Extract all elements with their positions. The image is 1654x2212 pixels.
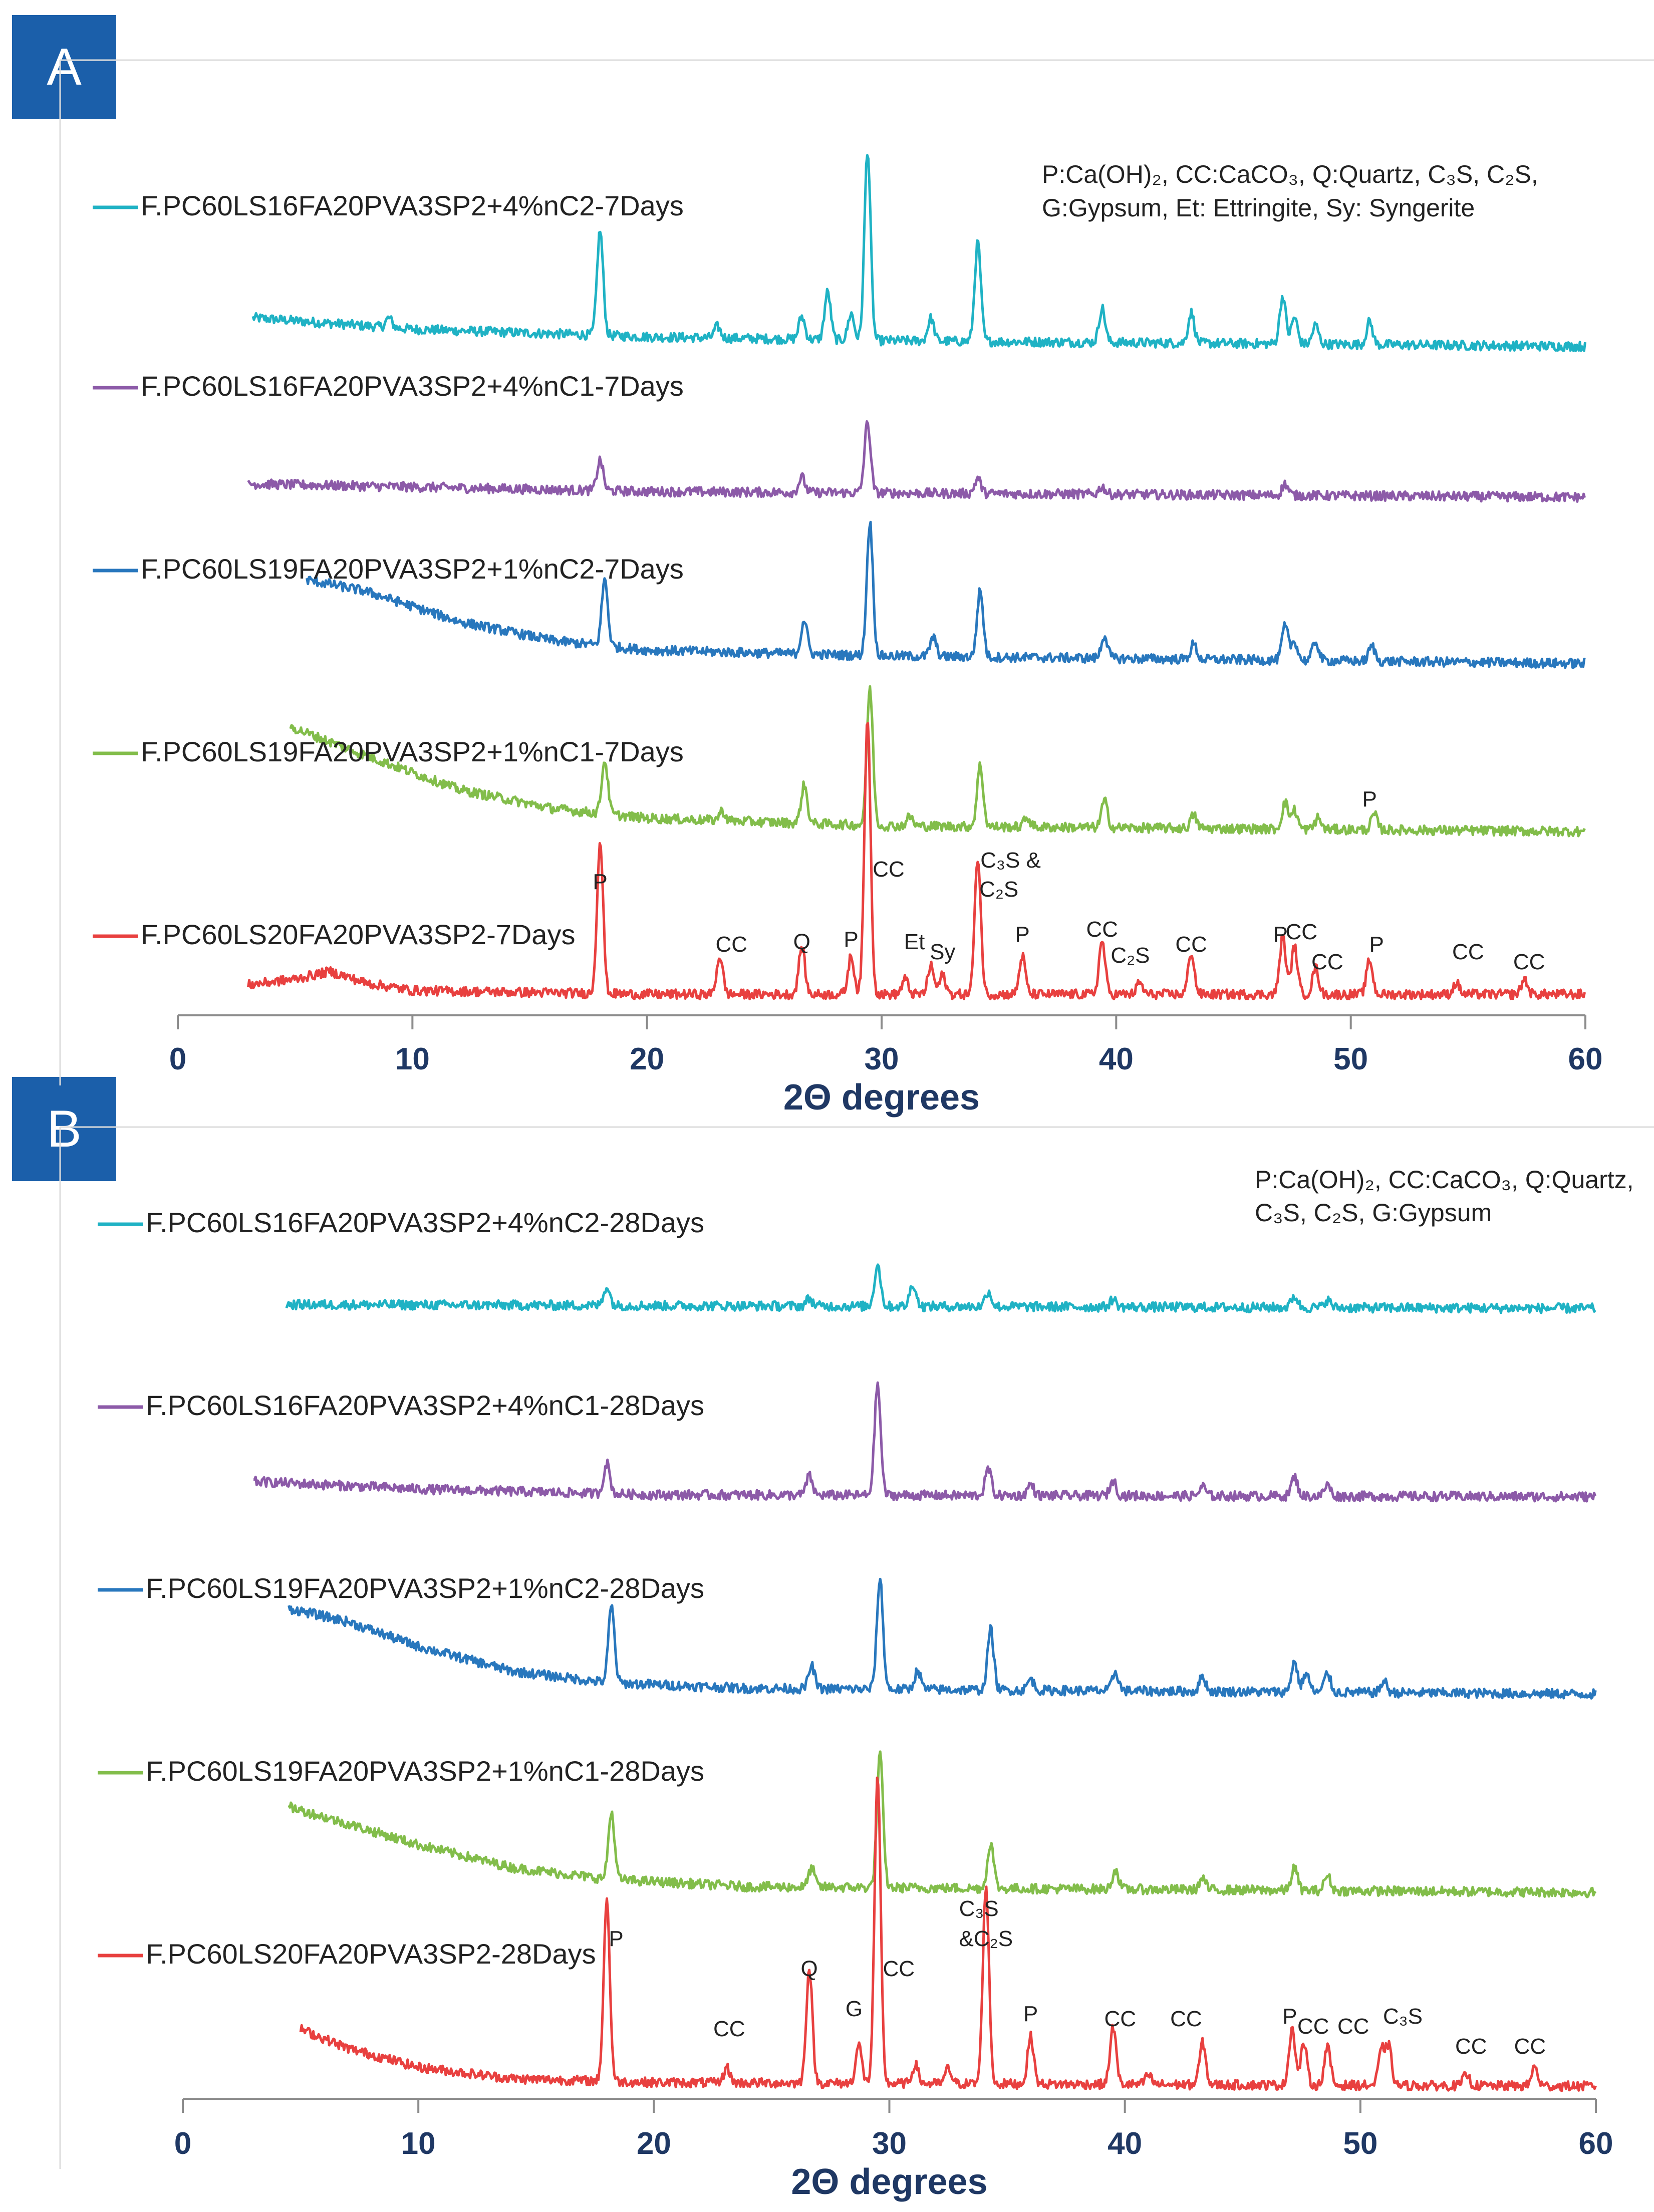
x-tick-label: 20: [630, 1042, 664, 1076]
peak-annotation: P: [1369, 932, 1384, 957]
peak-annotation: CC: [873, 857, 905, 882]
peak-annotation: CC: [883, 1957, 915, 1981]
peak-annotation: C₃S: [959, 1896, 999, 1921]
peak-annotation: G: [846, 1997, 863, 2021]
panel-a: 0 10 20 30 40 50 60 2Θ degrees P:Ca(OH)₂, CC:CaC…: [59, 59, 1654, 1118]
series-trace: [285, 1263, 1596, 1314]
peak-annotation: CC: [1452, 940, 1484, 964]
peak-annotation: CC: [1286, 920, 1318, 944]
x-tick-label: 50: [1343, 2126, 1377, 2161]
x-tick-label: 30: [865, 1042, 899, 1076]
phase-key-note: C₃S, C₂S, G:Gypsum: [1255, 1199, 1492, 1227]
peak-annotation: CC: [1311, 950, 1343, 974]
peak-annotation: C₃S: [1383, 2004, 1423, 2029]
x-tick-label: 40: [1099, 1042, 1134, 1076]
peak-annotation: Sy: [930, 940, 955, 964]
legend-label: F.PC60LS19FA20PVA3SP2+1%nC2-7Days: [141, 553, 684, 585]
series-trace: [247, 420, 1586, 503]
peak-annotation: C₂S: [979, 877, 1018, 902]
peak-annotation: C₂S: [1111, 943, 1150, 968]
series-trace: [289, 685, 1586, 838]
series-trace: [299, 1776, 1597, 2092]
peak-annotation: Q: [793, 930, 810, 954]
peak-annotation: CC: [1086, 917, 1118, 942]
phase-key-note: G:Gypsum, Et: Ettringite, Sy: Syngerite: [1042, 194, 1475, 222]
series-trace: [288, 1750, 1597, 1898]
x-tick-label: 0: [169, 1042, 186, 1076]
peak-annotation: CC: [1175, 932, 1207, 957]
peak-annotation: P: [844, 927, 858, 952]
panel-badge-b: B: [12, 1077, 116, 1181]
phase-key-note: P:Ca(OH)₂, CC:CaCO₃, Q:Quartz, C₃S, C₂S,: [1042, 160, 1538, 188]
peak-annotation: CC: [1104, 2007, 1136, 2031]
peak-annotation: Et: [904, 930, 925, 954]
x-tick-label: 60: [1579, 2126, 1613, 2161]
peak-annotation: CC: [1337, 2014, 1369, 2039]
peak-annotation: &C₂S: [959, 1926, 1013, 1951]
legend-label: F.PC60LS16FA20PVA3SP2+4%nC2-7Days: [141, 190, 684, 221]
peak-annotation: P: [1273, 922, 1287, 947]
peak-annotation: P: [1015, 922, 1029, 947]
peak-annotation: P: [1023, 2002, 1038, 2026]
x-tick-label: 50: [1333, 1042, 1368, 1076]
phase-key-note: P:Ca(OH)₂, CC:CaCO₃, Q:Quartz,: [1255, 1166, 1634, 1194]
legend-label: F.PC60LS19FA20PVA3SP2+1%nC1-7Days: [141, 736, 684, 767]
legend-label: F.PC60LS16FA20PVA3SP2+4%nC2-28Days: [146, 1207, 704, 1238]
legend-label: F.PC60LS16FA20PVA3SP2+4%nC1-7Days: [141, 370, 684, 402]
legend-label: F.PC60LS19FA20PVA3SP2+1%nC1-28Days: [146, 1755, 704, 1787]
x-tick-label: 60: [1568, 1042, 1603, 1076]
peak-annotation: CC: [1455, 2034, 1487, 2059]
x-tick-label: 30: [872, 2126, 907, 2161]
peak-annotation: CC: [713, 2017, 745, 2041]
x-tick-label: 10: [401, 2126, 436, 2161]
peak-annotation: P: [609, 1926, 623, 1951]
legend-label: F.PC60LS19FA20PVA3SP2+1%nC2-28Days: [146, 1572, 704, 1604]
series-trace: [251, 154, 1586, 352]
legend-label: F.PC60LS20FA20PVA3SP2-7Days: [141, 919, 575, 950]
x-tick-label: 40: [1108, 2126, 1142, 2161]
peak-annotation: P: [1282, 2004, 1297, 2029]
series-trace: [306, 520, 1586, 669]
peak-annotation: Q: [801, 1957, 818, 1981]
series-trace: [288, 1577, 1597, 1700]
peak-annotation: CC: [1297, 2014, 1329, 2039]
legend-label: F.PC60LS20FA20PVA3SP2-28Days: [146, 1938, 596, 1970]
peak-annotation: CC: [715, 932, 747, 957]
series-trace: [247, 722, 1586, 1000]
panel-badge-a: A: [12, 15, 116, 119]
peak-annotation: CC: [1514, 2034, 1546, 2059]
x-tick-label: 20: [637, 2126, 671, 2161]
panel-b: 0 10 20 30 40 50 60 2Θ degrees P:Ca(OH)₂, CC:CaC…: [59, 1126, 1654, 2202]
x-tick-label: 0: [174, 2126, 191, 2161]
x-axis-title: 2Θ degrees: [783, 1077, 980, 1118]
series-trace: [253, 1381, 1596, 1503]
peak-annotation: CC: [1513, 950, 1545, 974]
peak-annotation: C₃S &: [980, 848, 1041, 873]
x-tick-label: 10: [395, 1042, 430, 1076]
legend-label: F.PC60LS16FA20PVA3SP2+4%nC1-28Days: [146, 1390, 704, 1421]
peak-annotation: P: [1362, 787, 1376, 811]
x-axis-title: 2Θ degrees: [791, 2162, 987, 2202]
peak-annotation: CC: [1170, 2007, 1202, 2031]
peak-annotation: P: [593, 870, 607, 894]
